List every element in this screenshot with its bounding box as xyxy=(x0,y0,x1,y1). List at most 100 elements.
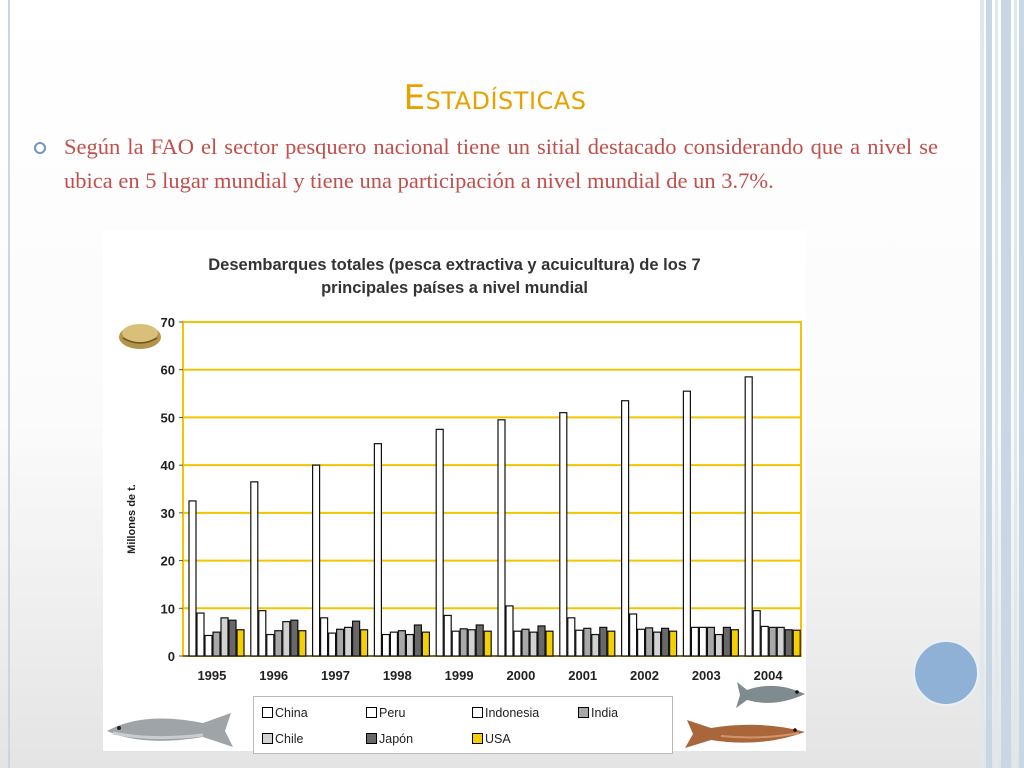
y-tick-label: 40 xyxy=(161,458,175,473)
bar-usa-2001 xyxy=(607,630,616,657)
legend-item-chile: Chile xyxy=(262,732,304,746)
chart-title: Desembarques totales (pesca extractiva y… xyxy=(103,254,806,300)
plot-area xyxy=(182,321,802,657)
y-tick-label: 60 xyxy=(161,363,175,378)
bar-china-2002 xyxy=(620,400,630,657)
bar-japón-1998 xyxy=(413,624,422,657)
bar-india-2001 xyxy=(583,627,592,657)
bar-japón-2001 xyxy=(599,626,608,657)
slide-title: Estadísticas xyxy=(403,78,587,118)
legend-swatch-usa xyxy=(472,733,483,744)
legend-item-china: China xyxy=(262,706,308,720)
x-tick-label: 2002 xyxy=(630,668,659,683)
bar-chile-1999 xyxy=(467,629,476,657)
bar-india-2002 xyxy=(644,627,654,657)
bar-indonesia-1997 xyxy=(328,632,337,657)
x-tick-label: 2000 xyxy=(506,668,535,683)
bar-usa-2004 xyxy=(792,629,801,657)
bar-indonesia-2002 xyxy=(636,628,646,657)
bar-indonesia-2003 xyxy=(698,626,708,657)
right-decorative-stripes xyxy=(980,0,1024,768)
legend-swatch-japon xyxy=(366,733,377,744)
bar-india-2000 xyxy=(521,628,530,657)
bar-usa-1998 xyxy=(421,631,430,657)
bar-peru-2001 xyxy=(567,617,576,657)
x-tick-label: 2004 xyxy=(754,668,784,683)
bar-chile-2003 xyxy=(714,633,724,657)
bullet-icon xyxy=(34,142,46,154)
y-tick-label: 50 xyxy=(161,410,175,425)
bar-china-2004 xyxy=(744,376,753,657)
bar-usa-1997 xyxy=(360,629,369,657)
bar-india-2003 xyxy=(706,626,716,657)
legend-item-japon: Japón xyxy=(366,732,413,746)
bar-peru-2003 xyxy=(690,626,700,657)
bar-china-2003 xyxy=(682,390,692,657)
chart-image: 0 10 20 30 40 50 60 70 Millones de t. 1995 1996 199… xyxy=(103,230,806,754)
bar-india-1997 xyxy=(336,628,345,657)
x-tick-label: 1999 xyxy=(445,668,474,683)
bullet-paragraph: Según la FAO el sector pesquero nacional… xyxy=(34,130,938,198)
bar-peru-2002 xyxy=(628,613,638,657)
bar-chart: 0 10 20 30 40 50 60 70 Millones de t. 1995 1996 199… xyxy=(126,315,802,683)
bar-usa-1995 xyxy=(236,629,245,657)
bar-chile-1997 xyxy=(344,626,353,657)
bar-japón-1995 xyxy=(228,619,237,657)
clam-illustration xyxy=(119,324,161,349)
y-tick-label: 20 xyxy=(161,554,175,569)
y-axis-label: Millones de t. xyxy=(126,484,138,554)
bar-chile-2000 xyxy=(529,631,538,657)
bar-chile-2002 xyxy=(652,631,662,657)
legend-swatch-india xyxy=(578,707,589,718)
x-tick-label: 1997 xyxy=(321,668,350,683)
bar-indonesia-1998 xyxy=(389,631,398,657)
bar-chile-1998 xyxy=(405,633,414,657)
legend-item-india: India xyxy=(578,706,618,720)
bar-india-1996 xyxy=(274,630,283,657)
chart-legend: China Peru Indonesia India Chile Japón U… xyxy=(253,696,673,754)
salmon-illustration xyxy=(107,713,233,747)
chart-title-line-1: Desembarques totales (pesca extractiva y… xyxy=(208,256,701,274)
bar-chile-2001 xyxy=(591,633,600,657)
bar-indonesia-2001 xyxy=(575,629,584,657)
y-tick-label: 70 xyxy=(161,315,175,330)
x-tick-label: 1996 xyxy=(259,668,288,683)
decorative-circle xyxy=(913,640,979,706)
legend-swatch-peru xyxy=(366,707,377,718)
bar-usa-2003 xyxy=(730,629,740,657)
bar-peru-1999 xyxy=(443,614,452,657)
x-tick-label: 1998 xyxy=(383,668,412,683)
bar-peru-1995 xyxy=(196,612,205,657)
bar-japón-2003 xyxy=(722,626,732,657)
bar-peru-1996 xyxy=(258,610,267,657)
bar-japón-1996 xyxy=(290,619,299,657)
bar-peru-2000 xyxy=(505,605,514,657)
bullet-text: Según la FAO el sector pesquero nacional… xyxy=(64,134,938,193)
bar-indonesia-2004 xyxy=(760,625,769,657)
bar-indonesia-1999 xyxy=(451,630,460,657)
bar-japón-2002 xyxy=(660,627,670,657)
bar-japón-1997 xyxy=(352,620,361,657)
bar-chile-2004 xyxy=(776,626,785,657)
bar-indonesia-1996 xyxy=(266,633,275,657)
bar-usa-2000 xyxy=(545,630,554,657)
legend-item-usa: USA xyxy=(472,732,511,746)
bar-chile-1995 xyxy=(220,617,229,657)
bar-japón-2004 xyxy=(784,629,793,657)
bar-china-2001 xyxy=(559,412,568,657)
legend-item-peru: Peru xyxy=(366,706,405,720)
bar-usa-2002 xyxy=(668,630,678,657)
legend-swatch-chile xyxy=(262,733,273,744)
legend-item-indonesia: Indonesia xyxy=(472,706,539,720)
legend-swatch-china xyxy=(262,707,273,718)
bar-china-1999 xyxy=(435,428,444,657)
hake-illustration xyxy=(685,720,805,748)
bar-usa-1999 xyxy=(483,630,492,657)
bar-indonesia-1995 xyxy=(204,634,213,657)
bar-japón-1999 xyxy=(475,624,484,657)
bar-china-1997 xyxy=(312,464,321,657)
bar-indonesia-2000 xyxy=(513,630,522,657)
bar-peru-2004 xyxy=(752,610,761,657)
legend-swatch-indonesia xyxy=(472,707,483,718)
trout-illustration xyxy=(736,682,805,708)
